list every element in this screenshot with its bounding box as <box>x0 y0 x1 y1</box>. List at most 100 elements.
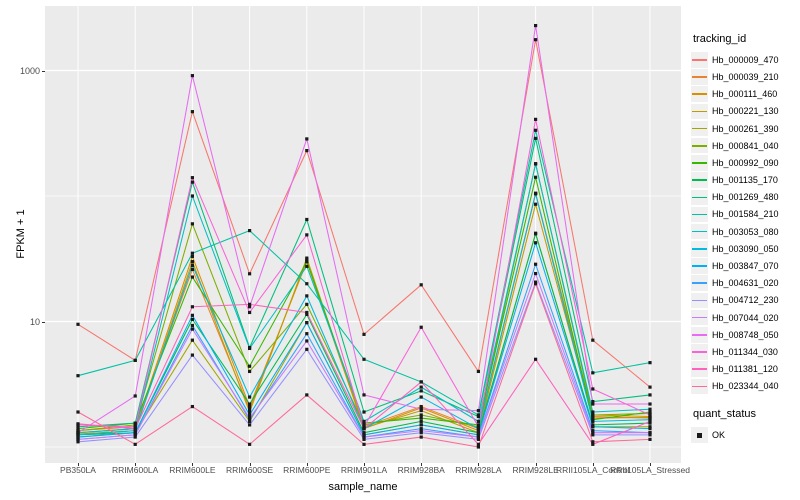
data-point <box>476 435 480 439</box>
data-point <box>190 313 194 317</box>
data-point <box>648 431 652 435</box>
data-point <box>534 262 538 266</box>
data-point <box>133 433 137 437</box>
data-point <box>305 258 309 262</box>
data-point <box>248 364 252 368</box>
data-point <box>248 229 252 233</box>
legend-line-icon <box>692 76 707 78</box>
data-point <box>591 413 595 417</box>
legend-key-swatch <box>691 327 708 343</box>
legend-title-quant-status: quant_status <box>693 408 756 421</box>
data-point <box>591 442 595 446</box>
data-point <box>362 431 366 435</box>
data-point <box>76 322 80 326</box>
data-point <box>133 421 137 425</box>
data-point <box>419 283 423 287</box>
legend-key-swatch <box>691 137 708 154</box>
legend-item-Hb_003053_080: Hb_003053_080 <box>691 223 799 240</box>
data-point <box>248 419 252 423</box>
legend-key-swatch <box>691 344 708 360</box>
data-point <box>133 442 137 446</box>
data-point <box>362 410 366 414</box>
legend-key-swatch <box>691 172 708 188</box>
data-point <box>248 305 252 309</box>
data-point <box>419 389 423 393</box>
x-tick-mark <box>535 463 537 466</box>
x-tick-label-RRIM600PE: RRIM600PE <box>283 465 331 475</box>
legend-line-icon <box>692 144 707 147</box>
x-tick-label-RRIM600LE: RRIM600LE <box>169 465 216 475</box>
data-point <box>591 400 595 404</box>
data-point <box>591 440 595 444</box>
x-tick-label-RRIM901LA: RRIM901LA <box>340 465 388 475</box>
legend-label: Hb_000111_460 <box>712 89 778 100</box>
legend-line-icon <box>692 127 707 130</box>
legend-label: Hb_003847_070 <box>712 261 779 271</box>
data-point <box>534 202 538 206</box>
legend-line-icon <box>692 196 707 199</box>
legend-label: Hb_003090_050 <box>712 243 779 254</box>
data-point <box>133 425 137 429</box>
legend-item-Hb_011381_120: Hb_011381_120 <box>691 361 799 377</box>
data-point <box>534 175 538 179</box>
data-point <box>419 416 423 420</box>
data-point <box>476 437 480 441</box>
legend-item-Hb_000841_040: Hb_000841_040 <box>691 137 799 154</box>
legend-key-swatch <box>691 206 708 223</box>
legend-item-Hb_004712_230: Hb_004712_230 <box>691 292 799 309</box>
data-point <box>305 347 309 351</box>
data-point <box>190 251 194 255</box>
legend-item-Hb_004631_020: Hb_004631_020 <box>691 275 799 291</box>
y-tick-label-10: 10 <box>29 316 40 327</box>
data-point <box>190 194 194 198</box>
data-point <box>476 369 480 374</box>
y-tick-mark <box>42 321 45 323</box>
legend-line-icon <box>692 316 707 319</box>
data-point <box>419 407 423 411</box>
data-point <box>76 422 80 426</box>
data-point <box>190 267 194 272</box>
data-point <box>419 419 423 423</box>
legend-key-swatch <box>691 103 708 120</box>
data-point <box>648 393 652 397</box>
data-point <box>648 402 652 406</box>
legend-line-icon <box>692 59 707 61</box>
data-point <box>476 413 480 417</box>
data-point <box>305 393 309 397</box>
data-point <box>305 149 309 153</box>
legend-item-Hb_008748_050: Hb_008748_050 <box>691 327 799 343</box>
legend-line-icon <box>692 334 707 336</box>
data-point <box>248 407 252 411</box>
legend-key-swatch <box>691 69 708 85</box>
data-point <box>133 435 137 439</box>
x-tick-mark <box>192 463 194 466</box>
data-point <box>419 427 423 431</box>
data-point <box>190 222 194 226</box>
legend: tracking_id Hb_000009_470 Hb_000039_210 Hb… <box>691 33 799 444</box>
legend-key-swatch <box>691 361 708 377</box>
x-tick-label-RRIM928LE: RRIM928LE <box>512 465 559 475</box>
data-point <box>76 427 80 431</box>
data-point <box>362 427 366 431</box>
data-point <box>419 413 423 417</box>
data-point <box>591 418 595 422</box>
data-point <box>591 429 595 433</box>
data-point <box>248 369 252 374</box>
data-point <box>133 427 137 431</box>
legend-label: Hb_007044_020 <box>712 312 779 323</box>
data-point <box>419 431 423 435</box>
data-point <box>305 264 309 268</box>
x-tick-label-RRII105LA_Control: RRII105LA_Control <box>555 465 630 475</box>
data-point <box>648 407 652 411</box>
legend-line-icon <box>692 368 707 370</box>
data-point <box>534 136 538 140</box>
legend-line-icon <box>692 213 707 216</box>
data-point <box>419 423 423 427</box>
legend-label: Hb_001135_170 <box>712 175 778 186</box>
data-point <box>76 440 80 444</box>
data-point <box>476 425 480 429</box>
legend-key-swatch <box>691 378 708 395</box>
x-axis-title: sample_name <box>328 481 398 493</box>
data-point <box>591 410 595 414</box>
x-tick-label-PB350LA: PB350LA <box>60 465 96 475</box>
